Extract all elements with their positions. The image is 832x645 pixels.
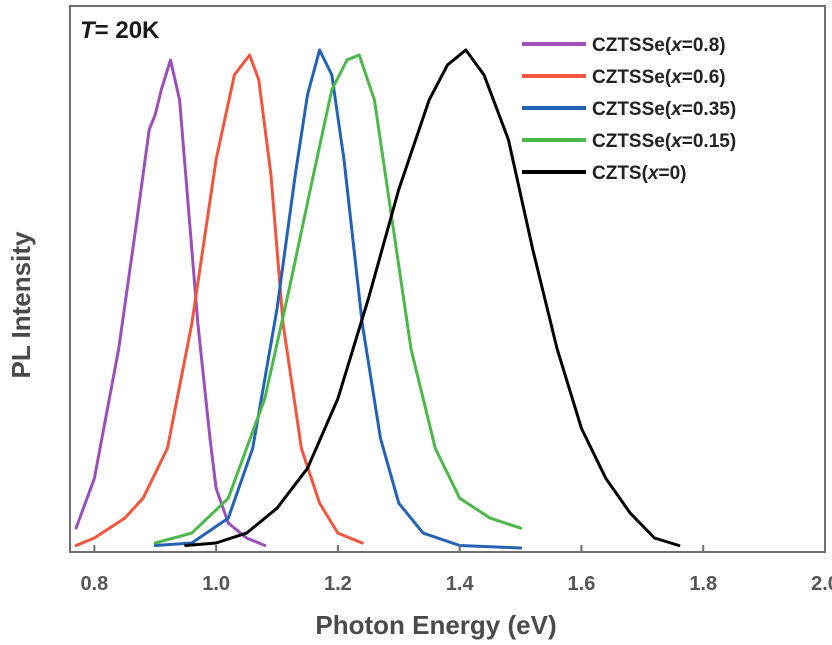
series-line-4 (184, 48, 681, 547)
temperature-value: = 20K (95, 17, 160, 44)
series-line-1 (74, 53, 364, 547)
plot-frame (69, 5, 826, 553)
y-axis-label: PL Intensity (6, 231, 36, 378)
temperature-annotation: T= 20K (80, 17, 160, 44)
series-line-2 (153, 48, 523, 550)
x-axis-ticks: 0.8 1.0 1.2 1.4 1.6 1.8 2.0 (80, 545, 832, 595)
legend-label-0: CZTSSe(x=0.8) (592, 35, 726, 56)
x-tick-label: 0.8 (80, 573, 108, 595)
temperature-symbol: T (80, 17, 97, 44)
legend-label-1: CZTSSe(x=0.6) (592, 67, 726, 88)
x-tick-label: 1.2 (324, 573, 352, 595)
x-tick-label: 2.0 (811, 573, 832, 595)
series-line-3 (153, 53, 523, 545)
x-axis-label: Photon Energy (eV) (315, 610, 556, 640)
series-layer (74, 48, 681, 550)
legend-label-3: CZTSSe(x=0.15) (592, 131, 736, 152)
legend-label-2: CZTSSe(x=0.35) (592, 99, 736, 120)
legend: CZTSSe(x=0.8) CZTSSe(x=0.6) CZTSSe(x=0.35)… (522, 35, 736, 184)
x-tick-label: 1.4 (446, 573, 475, 595)
x-tick-label: 1.6 (568, 573, 596, 595)
x-tick-label: 1.8 (689, 573, 717, 595)
x-tick-label: 1.0 (202, 573, 230, 595)
legend-label-4: CZTS(x=0) (592, 163, 687, 184)
